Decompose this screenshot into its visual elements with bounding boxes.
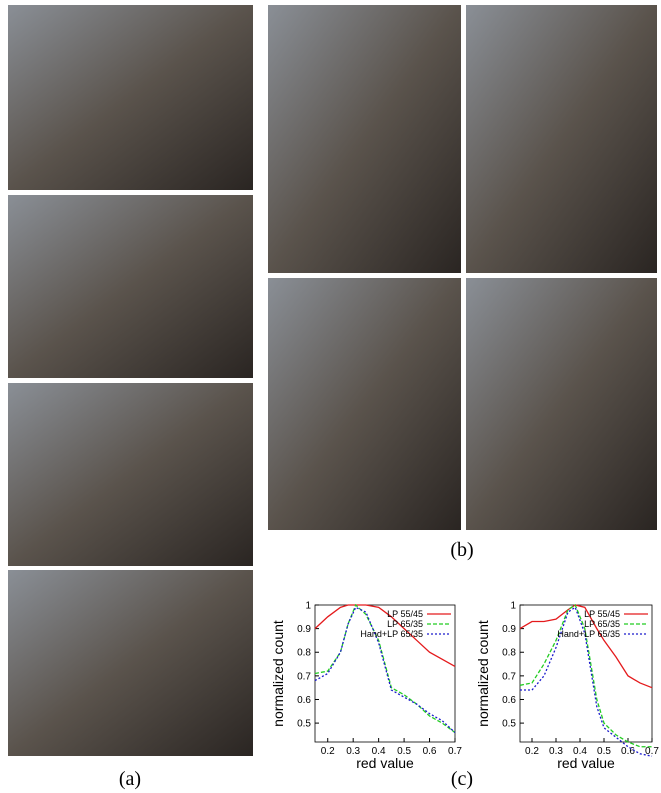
x-axis-label: red value xyxy=(557,755,615,771)
caption: (a) xyxy=(119,768,141,790)
series-line xyxy=(314,606,456,734)
series-line xyxy=(314,604,456,667)
y-axis-label: normalized count xyxy=(270,620,286,727)
x-tick-label: 0.2 xyxy=(321,746,335,757)
photo xyxy=(268,278,461,530)
legend-label: LP 65/35 xyxy=(387,619,423,629)
legend-label: LP 55/45 xyxy=(387,609,423,619)
caption: (c) xyxy=(451,768,473,790)
x-tick-label: 0.6 xyxy=(621,746,635,757)
series-line xyxy=(314,603,456,734)
x-tick-label: 0.7 xyxy=(645,746,659,757)
y-tick-label: 0.8 xyxy=(297,648,311,659)
y-tick-label: 0.7 xyxy=(502,671,516,682)
chart: 0.5 0.6 0.7 0.8 0.9 1 0.2 0.3 0.4 0.5 0.6 0.7 red va… xyxy=(270,601,462,772)
caption: (b) xyxy=(450,539,473,561)
x-tick-label: 0.3 xyxy=(549,746,563,757)
x-tick-label: 0.6 xyxy=(423,746,437,757)
x-tick-label: 0.7 xyxy=(448,746,462,757)
photo xyxy=(8,195,253,378)
photos-b xyxy=(268,5,657,530)
x-tick-label: 0.5 xyxy=(397,746,411,757)
x-tick-label: 0.5 xyxy=(597,746,611,757)
y-tick-label: 0.6 xyxy=(297,695,311,706)
legend-label: LP 65/35 xyxy=(584,619,620,629)
y-axis-label: normalized count xyxy=(475,620,491,727)
y-tick-label: 1 xyxy=(305,601,311,612)
photos-a xyxy=(8,5,253,756)
x-tick-label: 0.3 xyxy=(346,746,360,757)
y-tick-label: 0.8 xyxy=(502,648,516,659)
x-tick-label: 0.4 xyxy=(573,746,587,757)
y-tick-label: 0.9 xyxy=(502,624,516,635)
x-axis-label: red value xyxy=(356,755,414,771)
y-tick-label: 0.5 xyxy=(297,719,311,730)
x-tick-label: 0.2 xyxy=(525,746,539,757)
photo xyxy=(8,5,253,190)
plot-frame xyxy=(314,604,456,743)
legend-label: Hand+LP 65/35 xyxy=(360,629,423,639)
photo xyxy=(466,5,657,273)
y-tick-label: 0.6 xyxy=(502,695,516,706)
y-tick-label: 0.9 xyxy=(297,624,311,635)
legend-label: Hand+LP 65/35 xyxy=(557,629,620,639)
series-line xyxy=(519,604,652,748)
x-tick-label: 0.4 xyxy=(372,746,386,757)
y-tick-label: 0.7 xyxy=(297,671,311,682)
plot-frame xyxy=(519,604,653,743)
legend-label: LP 55/45 xyxy=(584,609,620,619)
photo xyxy=(466,278,657,530)
series-line xyxy=(519,604,653,689)
photo xyxy=(268,5,461,273)
chart: 0.5 0.6 0.7 0.8 0.9 1 0.2 0.3 0.4 0.5 0.6 0.7 red va… xyxy=(475,601,659,772)
photo xyxy=(8,570,253,756)
y-tick-label: 0.5 xyxy=(502,719,516,730)
photo xyxy=(8,383,253,566)
y-tick-label: 1 xyxy=(510,601,516,612)
